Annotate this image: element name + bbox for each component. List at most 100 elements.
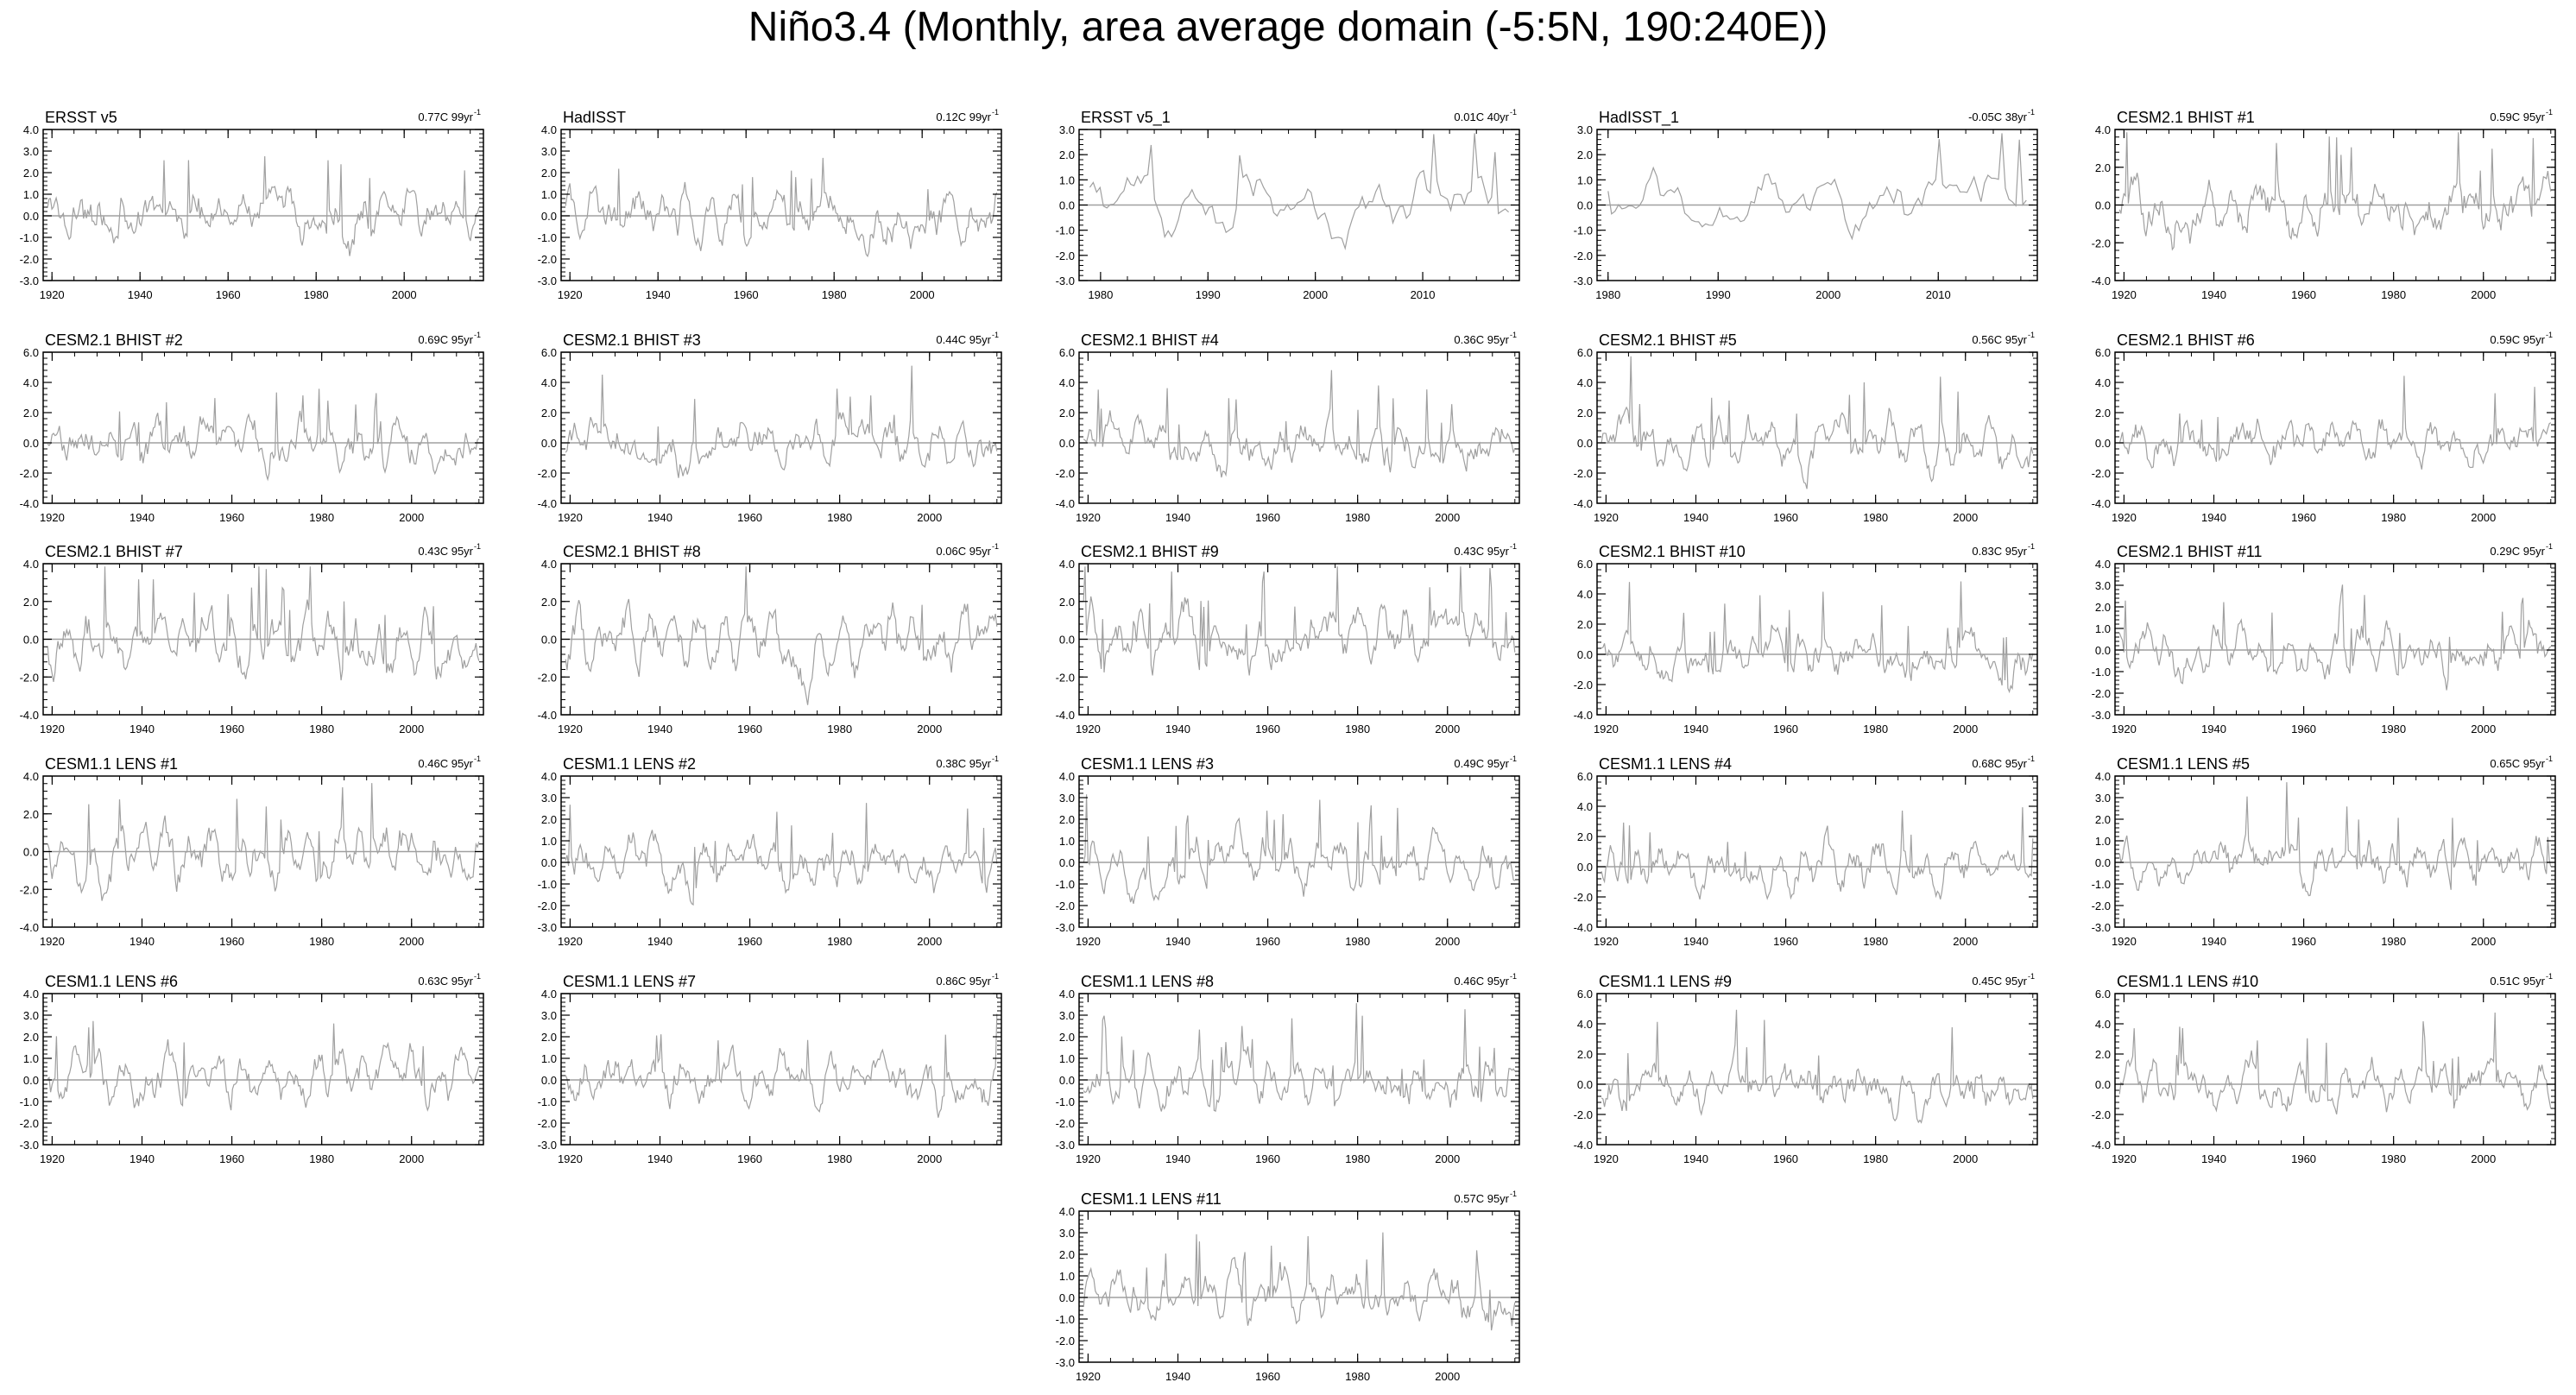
y-tick-label: 1.0: [1059, 1270, 1075, 1283]
panel-title: CESM2.1 BHIST #4: [1081, 331, 1219, 349]
panel-title: CESM2.1 BHIST #7: [45, 543, 183, 560]
x-tick-label: 1980: [827, 1152, 852, 1165]
anomaly-series-line: [1083, 566, 1516, 676]
trend-superscript: -1: [2546, 108, 2553, 117]
y-tick-label: 4.0: [1577, 376, 1593, 389]
x-tick-label: 1960: [2291, 288, 2316, 301]
y-tick-label: -4.0: [20, 709, 39, 722]
y-tick-label: 0.0: [1577, 199, 1593, 212]
y-tick-label: 1.0: [2095, 622, 2111, 635]
anomaly-series-line: [1083, 794, 1516, 905]
panel-title: ERSST v5: [45, 109, 117, 126]
y-tick-label: 4.0: [23, 988, 39, 1000]
x-tick-label: 2010: [1926, 288, 1951, 301]
x-tick-label: 1960: [219, 935, 244, 948]
y-tick-label: -3.0: [2092, 921, 2111, 934]
x-tick-label: 1920: [558, 1152, 583, 1165]
x-tick-label: 1920: [1076, 511, 1101, 524]
x-tick-label: 1980: [1345, 511, 1370, 524]
y-tick-label: 2.0: [2095, 161, 2111, 174]
x-tick-label: 2000: [1303, 288, 1328, 301]
y-tick-label: -4.0: [538, 497, 557, 510]
y-tick-label: 0.0: [1059, 634, 1075, 647]
y-tick-label: -3.0: [1056, 921, 1075, 934]
y-tick-label: 2.0: [1059, 1248, 1075, 1261]
x-tick-label: 2000: [1953, 723, 1978, 735]
y-tick-label: 2.0: [1059, 596, 1075, 609]
trend-label: 0.01C 40yr: [1454, 110, 1509, 123]
panel-title: CESM2.1 BHIST #2: [45, 331, 183, 349]
plot-frame: [42, 993, 484, 1146]
anomaly-series-line: [47, 155, 480, 256]
y-tick-label: 2.0: [1059, 148, 1075, 161]
y-tick-label: -4.0: [1574, 921, 1593, 934]
panel-title: HadISST_1: [1599, 109, 1679, 127]
x-tick-label: 1980: [2381, 288, 2406, 301]
x-tick-label: 1960: [737, 935, 762, 948]
y-tick-label: 4.0: [541, 988, 557, 1000]
x-tick-label: 1920: [1594, 935, 1619, 948]
panel-title: CESM1.1 LENS #5: [2117, 755, 2250, 773]
anomaly-series-line: [1083, 1003, 1516, 1112]
y-tick-label: 0.0: [541, 856, 557, 869]
y-tick-label: -2.0: [20, 671, 39, 684]
trend-superscript: -1: [2028, 331, 2035, 339]
y-tick-label: 0.0: [1059, 1291, 1075, 1304]
plot-frame: [1078, 993, 1520, 1146]
y-tick-label: 2.0: [1059, 813, 1075, 826]
trend-label: 0.69C 95yr: [418, 333, 473, 346]
y-tick-label: -1.0: [20, 1095, 39, 1108]
trend-superscript: -1: [2028, 542, 2035, 551]
plot-frame: [2114, 563, 2556, 716]
y-tick-label: -2.0: [538, 253, 557, 266]
trend-label: 0.12C 99yr: [936, 110, 991, 123]
x-tick-label: 1980: [309, 511, 334, 524]
y-tick-label: 1.0: [1059, 174, 1075, 186]
y-tick-label: 3.0: [2095, 579, 2111, 592]
trend-superscript: -1: [2546, 542, 2553, 551]
y-tick-label: -4.0: [2092, 497, 2111, 510]
x-tick-label: 1940: [2201, 511, 2226, 524]
y-tick-label: 2.0: [2095, 813, 2111, 826]
chart-panel: CESM2.1 BHIST #1 0.59C 95yr -1 -4.0 -2.0 0.0 2…: [2092, 108, 2556, 301]
x-tick-label: 1990: [1196, 288, 1221, 301]
anomaly-series-line: [1083, 1232, 1516, 1331]
x-tick-label: 1940: [1165, 511, 1190, 524]
x-tick-label: 1980: [1863, 723, 1888, 735]
trend-label: 0.86C 95yr: [936, 975, 991, 988]
y-tick-label: -2.0: [538, 467, 557, 480]
x-tick-label: 1960: [2291, 511, 2316, 524]
y-tick-label: -1.0: [2092, 878, 2111, 891]
trend-label: 0.45C 95yr: [1972, 975, 2027, 988]
y-tick-label: 4.0: [1059, 376, 1075, 389]
anomaly-series-line: [1601, 1009, 2034, 1124]
y-tick-label: 0.0: [541, 634, 557, 647]
trend-label: 0.29C 95yr: [2490, 545, 2545, 558]
y-tick-label: 1.0: [23, 1052, 39, 1065]
y-tick-label: 2.0: [23, 1031, 39, 1044]
trend-superscript: -1: [1510, 108, 1517, 117]
y-tick-label: -2.0: [20, 467, 39, 480]
y-tick-label: 3.0: [1577, 123, 1593, 136]
anomaly-series-line: [1089, 133, 1510, 251]
trend-superscript: -1: [2028, 754, 2035, 763]
y-tick-label: -3.0: [1056, 1356, 1075, 1369]
y-tick-label: 4.0: [1059, 558, 1075, 571]
y-tick-label: 2.0: [1577, 830, 1593, 843]
y-tick-label: 6.0: [1577, 346, 1593, 359]
anomaly-series-line: [1601, 807, 2034, 900]
y-tick-label: 2.0: [541, 167, 557, 180]
y-tick-label: -3.0: [20, 1139, 39, 1152]
x-tick-label: 2000: [1435, 1370, 1460, 1383]
trend-label: 0.51C 95yr: [2490, 975, 2545, 988]
y-tick-label: -2.0: [1574, 1108, 1593, 1121]
y-tick-label: -2.0: [538, 1117, 557, 1130]
x-tick-label: 1940: [129, 1152, 155, 1165]
y-tick-label: 4.0: [23, 770, 39, 783]
y-tick-label: 3.0: [23, 145, 39, 158]
y-tick-label: 0.0: [1577, 861, 1593, 874]
y-tick-label: -1.0: [20, 231, 39, 244]
chart-panel: CESM1.1 LENS #4 0.68C 95yr -1 -4.0 -2.0 0.0 2.…: [1574, 754, 2038, 948]
anomaly-series-line: [47, 388, 480, 482]
y-tick-label: 2.0: [541, 596, 557, 609]
